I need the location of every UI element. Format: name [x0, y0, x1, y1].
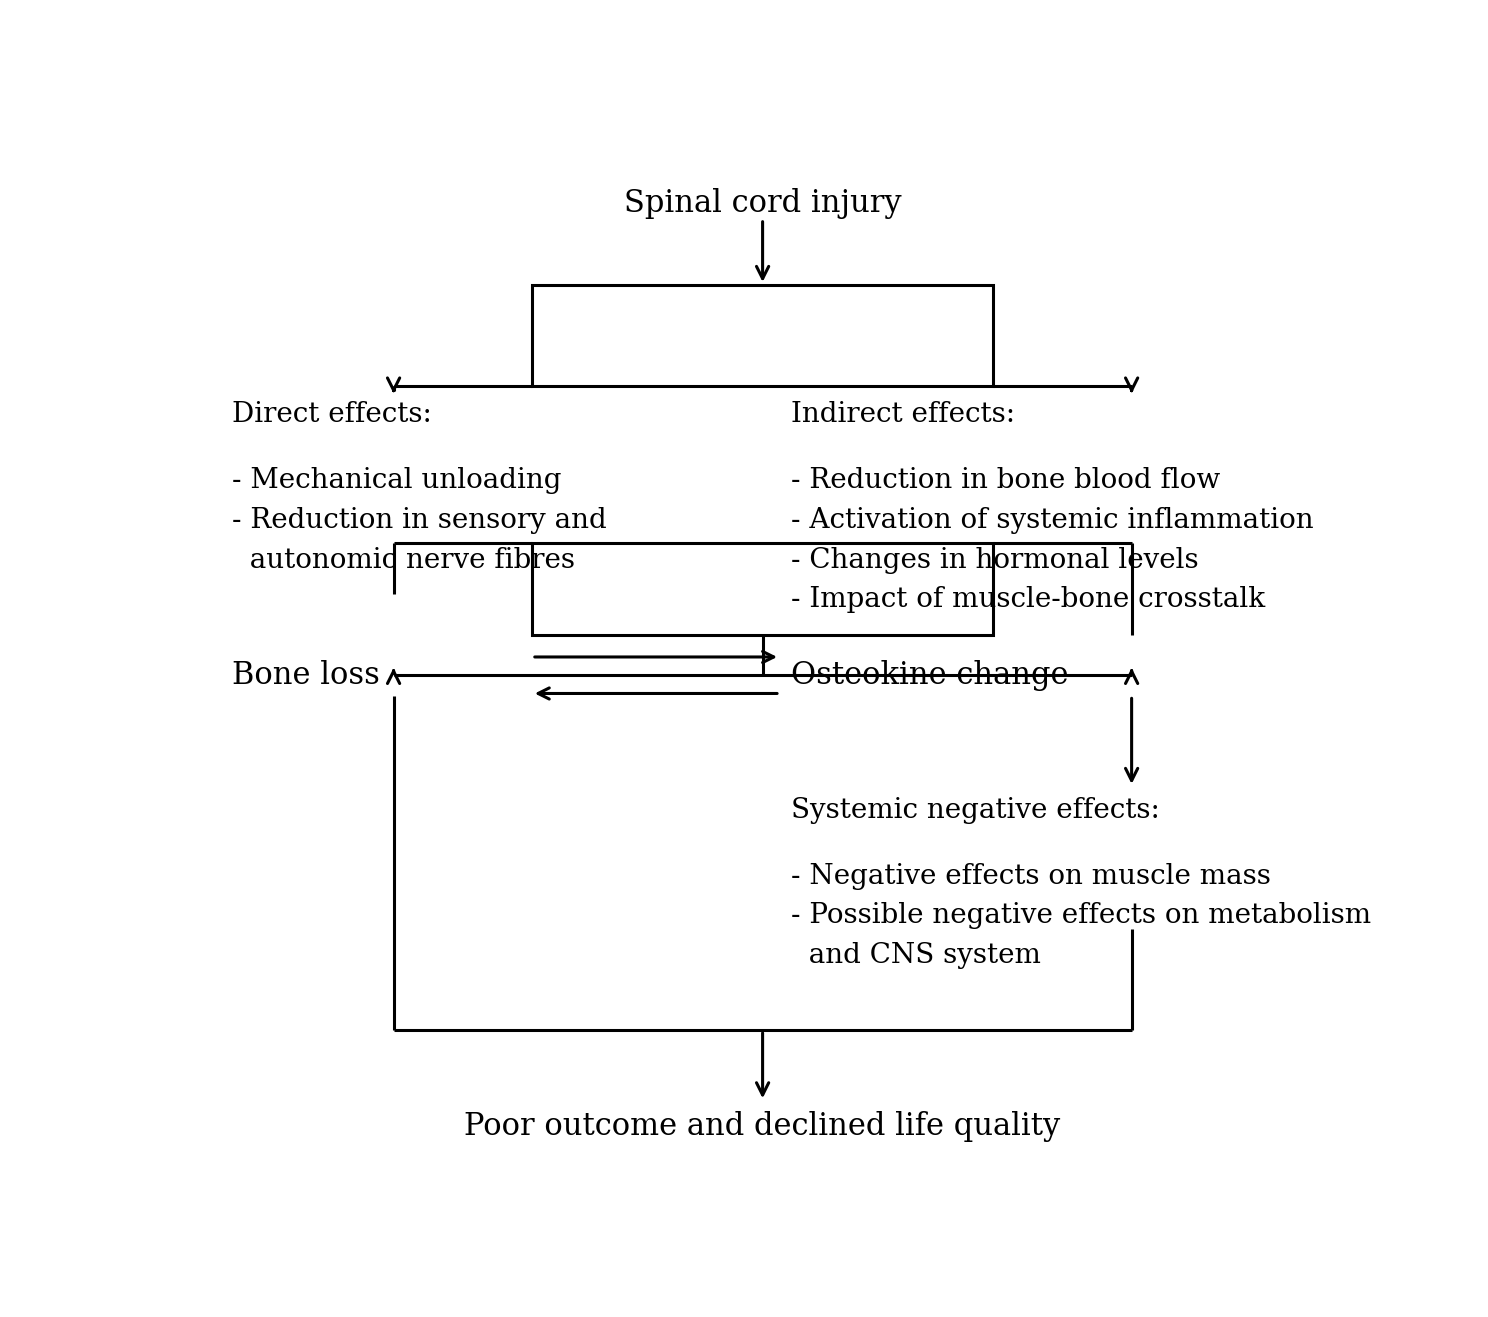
Text: Indirect effects:: Indirect effects: — [792, 402, 1015, 428]
Text: - Mechanical unloading
- Reduction in sensory and
  autonomic nerve fibres: - Mechanical unloading - Reduction in se… — [232, 468, 607, 573]
FancyBboxPatch shape — [533, 544, 994, 635]
Text: Systemic negative effects:: Systemic negative effects: — [792, 797, 1161, 824]
FancyBboxPatch shape — [533, 284, 994, 386]
Text: Osteokine change: Osteokine change — [792, 660, 1068, 690]
Text: Spinal cord injury: Spinal cord injury — [623, 188, 902, 219]
Text: - Negative effects on muscle mass
- Possible negative effects on metabolism
  an: - Negative effects on muscle mass - Poss… — [792, 863, 1372, 969]
Text: - Reduction in bone blood flow
- Activation of systemic inflammation
- Changes i: - Reduction in bone blood flow - Activat… — [792, 468, 1314, 614]
Text: Bone loss: Bone loss — [232, 660, 379, 690]
Text: Direct effects:: Direct effects: — [232, 402, 432, 428]
Text: Poor outcome and declined life quality: Poor outcome and declined life quality — [464, 1112, 1061, 1142]
